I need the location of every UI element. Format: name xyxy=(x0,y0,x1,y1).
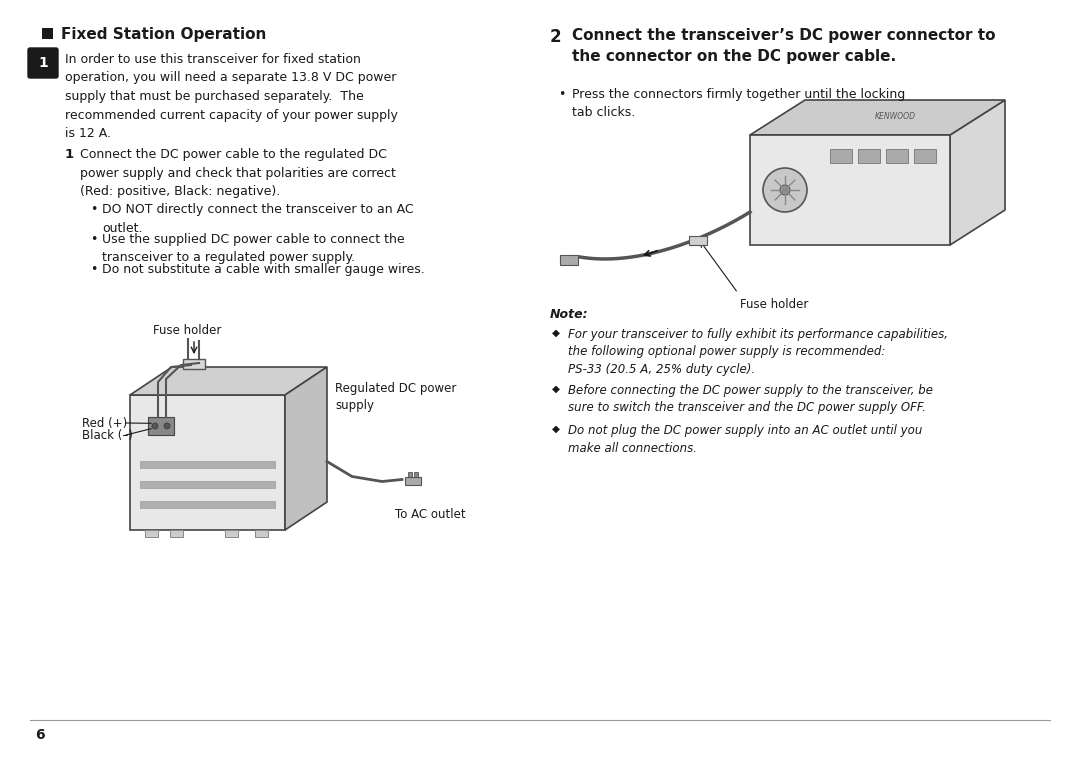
Text: Black (–): Black (–) xyxy=(82,429,133,442)
Bar xyxy=(408,471,411,477)
Text: 1: 1 xyxy=(65,148,75,161)
Circle shape xyxy=(780,185,789,195)
Text: KENWOOD: KENWOOD xyxy=(875,112,916,121)
Circle shape xyxy=(164,423,170,429)
Text: Do not substitute a cable with smaller gauge wires.: Do not substitute a cable with smaller g… xyxy=(102,263,424,276)
Text: Red (+): Red (+) xyxy=(82,416,127,429)
Polygon shape xyxy=(950,100,1005,245)
Bar xyxy=(689,236,707,245)
Text: DO NOT directly connect the transceiver to an AC
outlet.: DO NOT directly connect the transceiver … xyxy=(102,203,414,235)
Bar xyxy=(405,477,421,485)
Bar xyxy=(140,481,275,488)
Bar xyxy=(183,359,205,369)
Text: Do not plug the DC power supply into an AC outlet until you
make all connections: Do not plug the DC power supply into an … xyxy=(568,424,922,454)
Bar xyxy=(145,530,158,537)
Text: 1: 1 xyxy=(38,56,48,70)
Text: •: • xyxy=(90,233,97,246)
Text: •: • xyxy=(90,203,97,216)
Circle shape xyxy=(762,168,807,212)
Text: In order to use this transceiver for fixed station
operation, you will need a se: In order to use this transceiver for fix… xyxy=(65,53,397,140)
Text: •: • xyxy=(558,88,565,101)
Text: •: • xyxy=(90,263,97,276)
Bar xyxy=(831,149,852,163)
Text: Use the supplied DC power cable to connect the
transceiver to a regulated power : Use the supplied DC power cable to conne… xyxy=(102,233,405,264)
Text: Press the connectors firmly together until the locking
tab clicks.: Press the connectors firmly together unt… xyxy=(572,88,905,119)
Text: Note:: Note: xyxy=(550,308,589,321)
Text: Connect the DC power cable to the regulated DC
power supply and check that polar: Connect the DC power cable to the regula… xyxy=(80,148,396,198)
FancyBboxPatch shape xyxy=(28,48,58,78)
Text: Before connecting the DC power supply to the transceiver, be
sure to switch the : Before connecting the DC power supply to… xyxy=(568,384,933,414)
Bar xyxy=(140,461,275,468)
Text: Fuse holder: Fuse holder xyxy=(740,298,808,311)
Polygon shape xyxy=(130,395,285,530)
Polygon shape xyxy=(285,367,327,530)
Text: ◆: ◆ xyxy=(552,328,561,338)
Bar xyxy=(140,501,275,508)
Text: 6: 6 xyxy=(35,728,44,742)
Text: ◆: ◆ xyxy=(552,384,561,394)
Bar xyxy=(148,417,174,435)
Polygon shape xyxy=(130,367,327,395)
Polygon shape xyxy=(750,100,1005,135)
Text: 2: 2 xyxy=(550,28,562,46)
Bar xyxy=(561,255,578,265)
Text: ◆: ◆ xyxy=(552,424,561,434)
Bar xyxy=(914,149,936,163)
Bar xyxy=(170,530,183,537)
Text: Fuse holder: Fuse holder xyxy=(153,324,221,337)
Bar xyxy=(886,149,908,163)
Bar xyxy=(42,28,53,39)
Bar xyxy=(858,149,880,163)
Polygon shape xyxy=(750,135,950,245)
Bar xyxy=(255,530,268,537)
Bar xyxy=(414,471,418,477)
Circle shape xyxy=(152,423,158,429)
Text: For your transceiver to fully exhibit its performance capabilities,
the followin: For your transceiver to fully exhibit it… xyxy=(568,328,948,376)
Text: Fixed Station Operation: Fixed Station Operation xyxy=(60,27,267,42)
Text: Connect the transceiver’s DC power connector to
the connector on the DC power ca: Connect the transceiver’s DC power conne… xyxy=(572,28,996,64)
Bar xyxy=(225,530,238,537)
Text: To AC outlet: To AC outlet xyxy=(395,508,465,521)
Text: Regulated DC power
supply: Regulated DC power supply xyxy=(335,382,457,412)
